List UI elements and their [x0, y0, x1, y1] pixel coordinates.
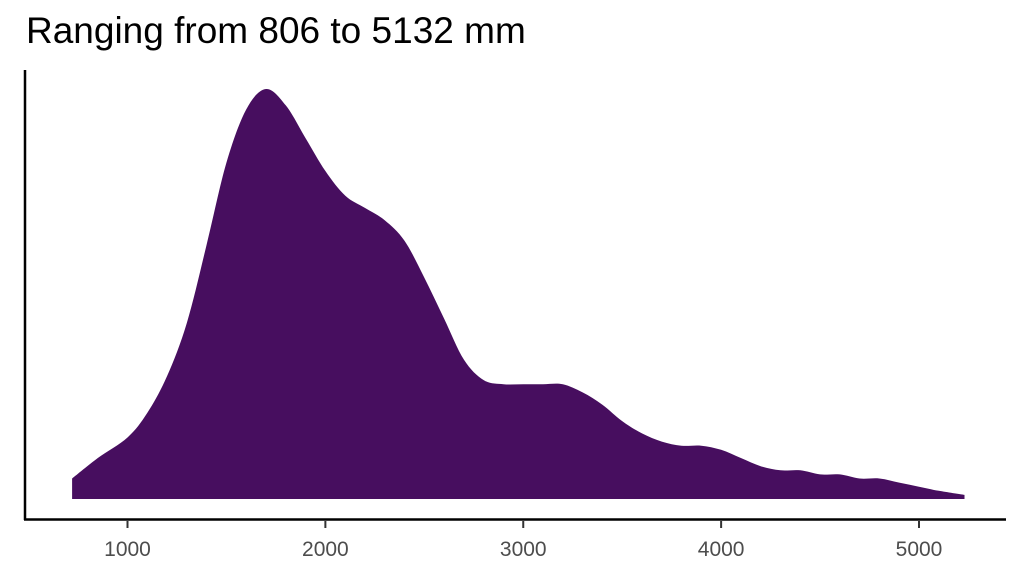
x-tick-label: 2000 [302, 538, 349, 561]
density-area [72, 88, 965, 499]
plot-area [72, 88, 965, 499]
x-tick-label: 5000 [896, 538, 943, 561]
x-tick-label: 4000 [698, 538, 745, 561]
x-tick-label: 1000 [104, 538, 151, 561]
x-axis-ticks: 1000 2000 3000 4000 5000 [104, 521, 942, 561]
chart-title: Ranging from 806 to 5132 mm [26, 10, 526, 51]
x-tick-label: 3000 [500, 538, 547, 561]
